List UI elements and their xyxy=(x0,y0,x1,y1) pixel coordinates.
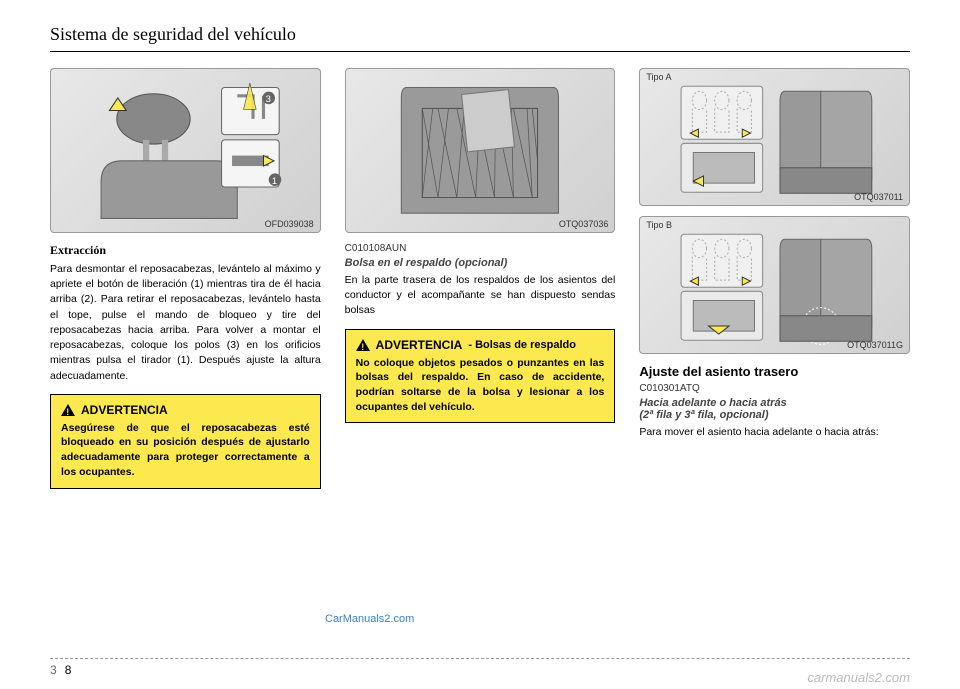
col3-italic-2: (2ª fila y 3ª fila, opcional) xyxy=(639,409,910,421)
illustration-headrest: 2 3 1 OFD039038 xyxy=(50,68,321,233)
type-b-label: Tipo B xyxy=(646,220,672,230)
seat-b-svg xyxy=(654,224,896,346)
seat-a-svg xyxy=(654,76,896,198)
illustration-seat-adjust-a: Tipo A xyxy=(639,68,910,206)
watermark-center: CarManuals2.com xyxy=(325,613,414,625)
pocket-svg xyxy=(359,77,601,224)
svg-text:!: ! xyxy=(66,407,69,416)
illustration-code-1: OFD039038 xyxy=(265,219,314,229)
col1-subheading: Extracción xyxy=(50,243,321,258)
svg-text:!: ! xyxy=(361,342,364,351)
warning-title-2: ! ADVERTENCIA - Bolsas de respaldo xyxy=(356,338,605,352)
column-3: Tipo A xyxy=(639,68,910,489)
warning-label-1: ADVERTENCIA xyxy=(81,403,168,417)
column-2: OTQ037036 C010108AUN Bolsa en el respald… xyxy=(345,68,616,489)
col3-section-heading: Ajuste del asiento trasero xyxy=(639,364,910,379)
warning-label-2: ADVERTENCIA xyxy=(376,338,463,352)
chapter-number: 3 xyxy=(50,663,57,677)
warning-icon: ! xyxy=(61,404,75,416)
type-a-label: Tipo A xyxy=(646,72,671,82)
svg-text:1: 1 xyxy=(272,175,277,186)
svg-text:3: 3 xyxy=(266,93,271,104)
watermark-corner: carmanuals2.com xyxy=(807,670,910,685)
col3-code: C010301ATQ xyxy=(639,383,910,394)
warning-text-2: No coloque objetos pesados o punzantes e… xyxy=(356,356,605,415)
page-number: 8 xyxy=(65,663,72,677)
illustration-code-3a: OTQ037011 xyxy=(854,192,903,202)
col3-italic-1: Hacia adelante o hacia atrás xyxy=(639,397,910,409)
warning-text-1: Asegúrese de que el reposacabezas esté b… xyxy=(61,421,310,480)
content-columns: 2 3 1 OFD039038 Extracción Para desmonta… xyxy=(50,68,910,489)
illustration-code-3b: OTQ037011G xyxy=(847,340,903,350)
headrest-svg: 2 3 1 xyxy=(64,77,306,224)
col1-body: Para desmontar el reposacabezas, levánte… xyxy=(50,262,321,384)
warning-subtitle-2: - Bolsas de respaldo xyxy=(468,339,576,351)
illustration-seatback-pocket: OTQ037036 xyxy=(345,68,616,233)
page-footer: 3 8 xyxy=(50,658,910,677)
warning-icon-2: ! xyxy=(356,339,370,351)
warning-title-1: ! ADVERTENCIA xyxy=(61,403,310,417)
col2-body: En la parte trasera de los respaldos de … xyxy=(345,273,616,319)
col2-code: C010108AUN xyxy=(345,243,616,254)
illustration-seat-adjust-b: Tipo B xyxy=(639,216,910,354)
header-rule xyxy=(50,51,910,52)
col3-body: Para mover el asiento hacia adelante o h… xyxy=(639,425,910,440)
warning-box-2: ! ADVERTENCIA - Bolsas de respaldo No co… xyxy=(345,329,616,424)
column-1: 2 3 1 OFD039038 Extracción Para desmonta… xyxy=(50,68,321,489)
col2-italic-heading: Bolsa en el respaldo (opcional) xyxy=(345,257,616,269)
warning-box-1: ! ADVERTENCIA Asegúrese de que el reposa… xyxy=(50,394,321,489)
page-header-title: Sistema de seguridad del vehículo xyxy=(50,24,910,45)
illustration-code-2: OTQ037036 xyxy=(559,219,609,229)
